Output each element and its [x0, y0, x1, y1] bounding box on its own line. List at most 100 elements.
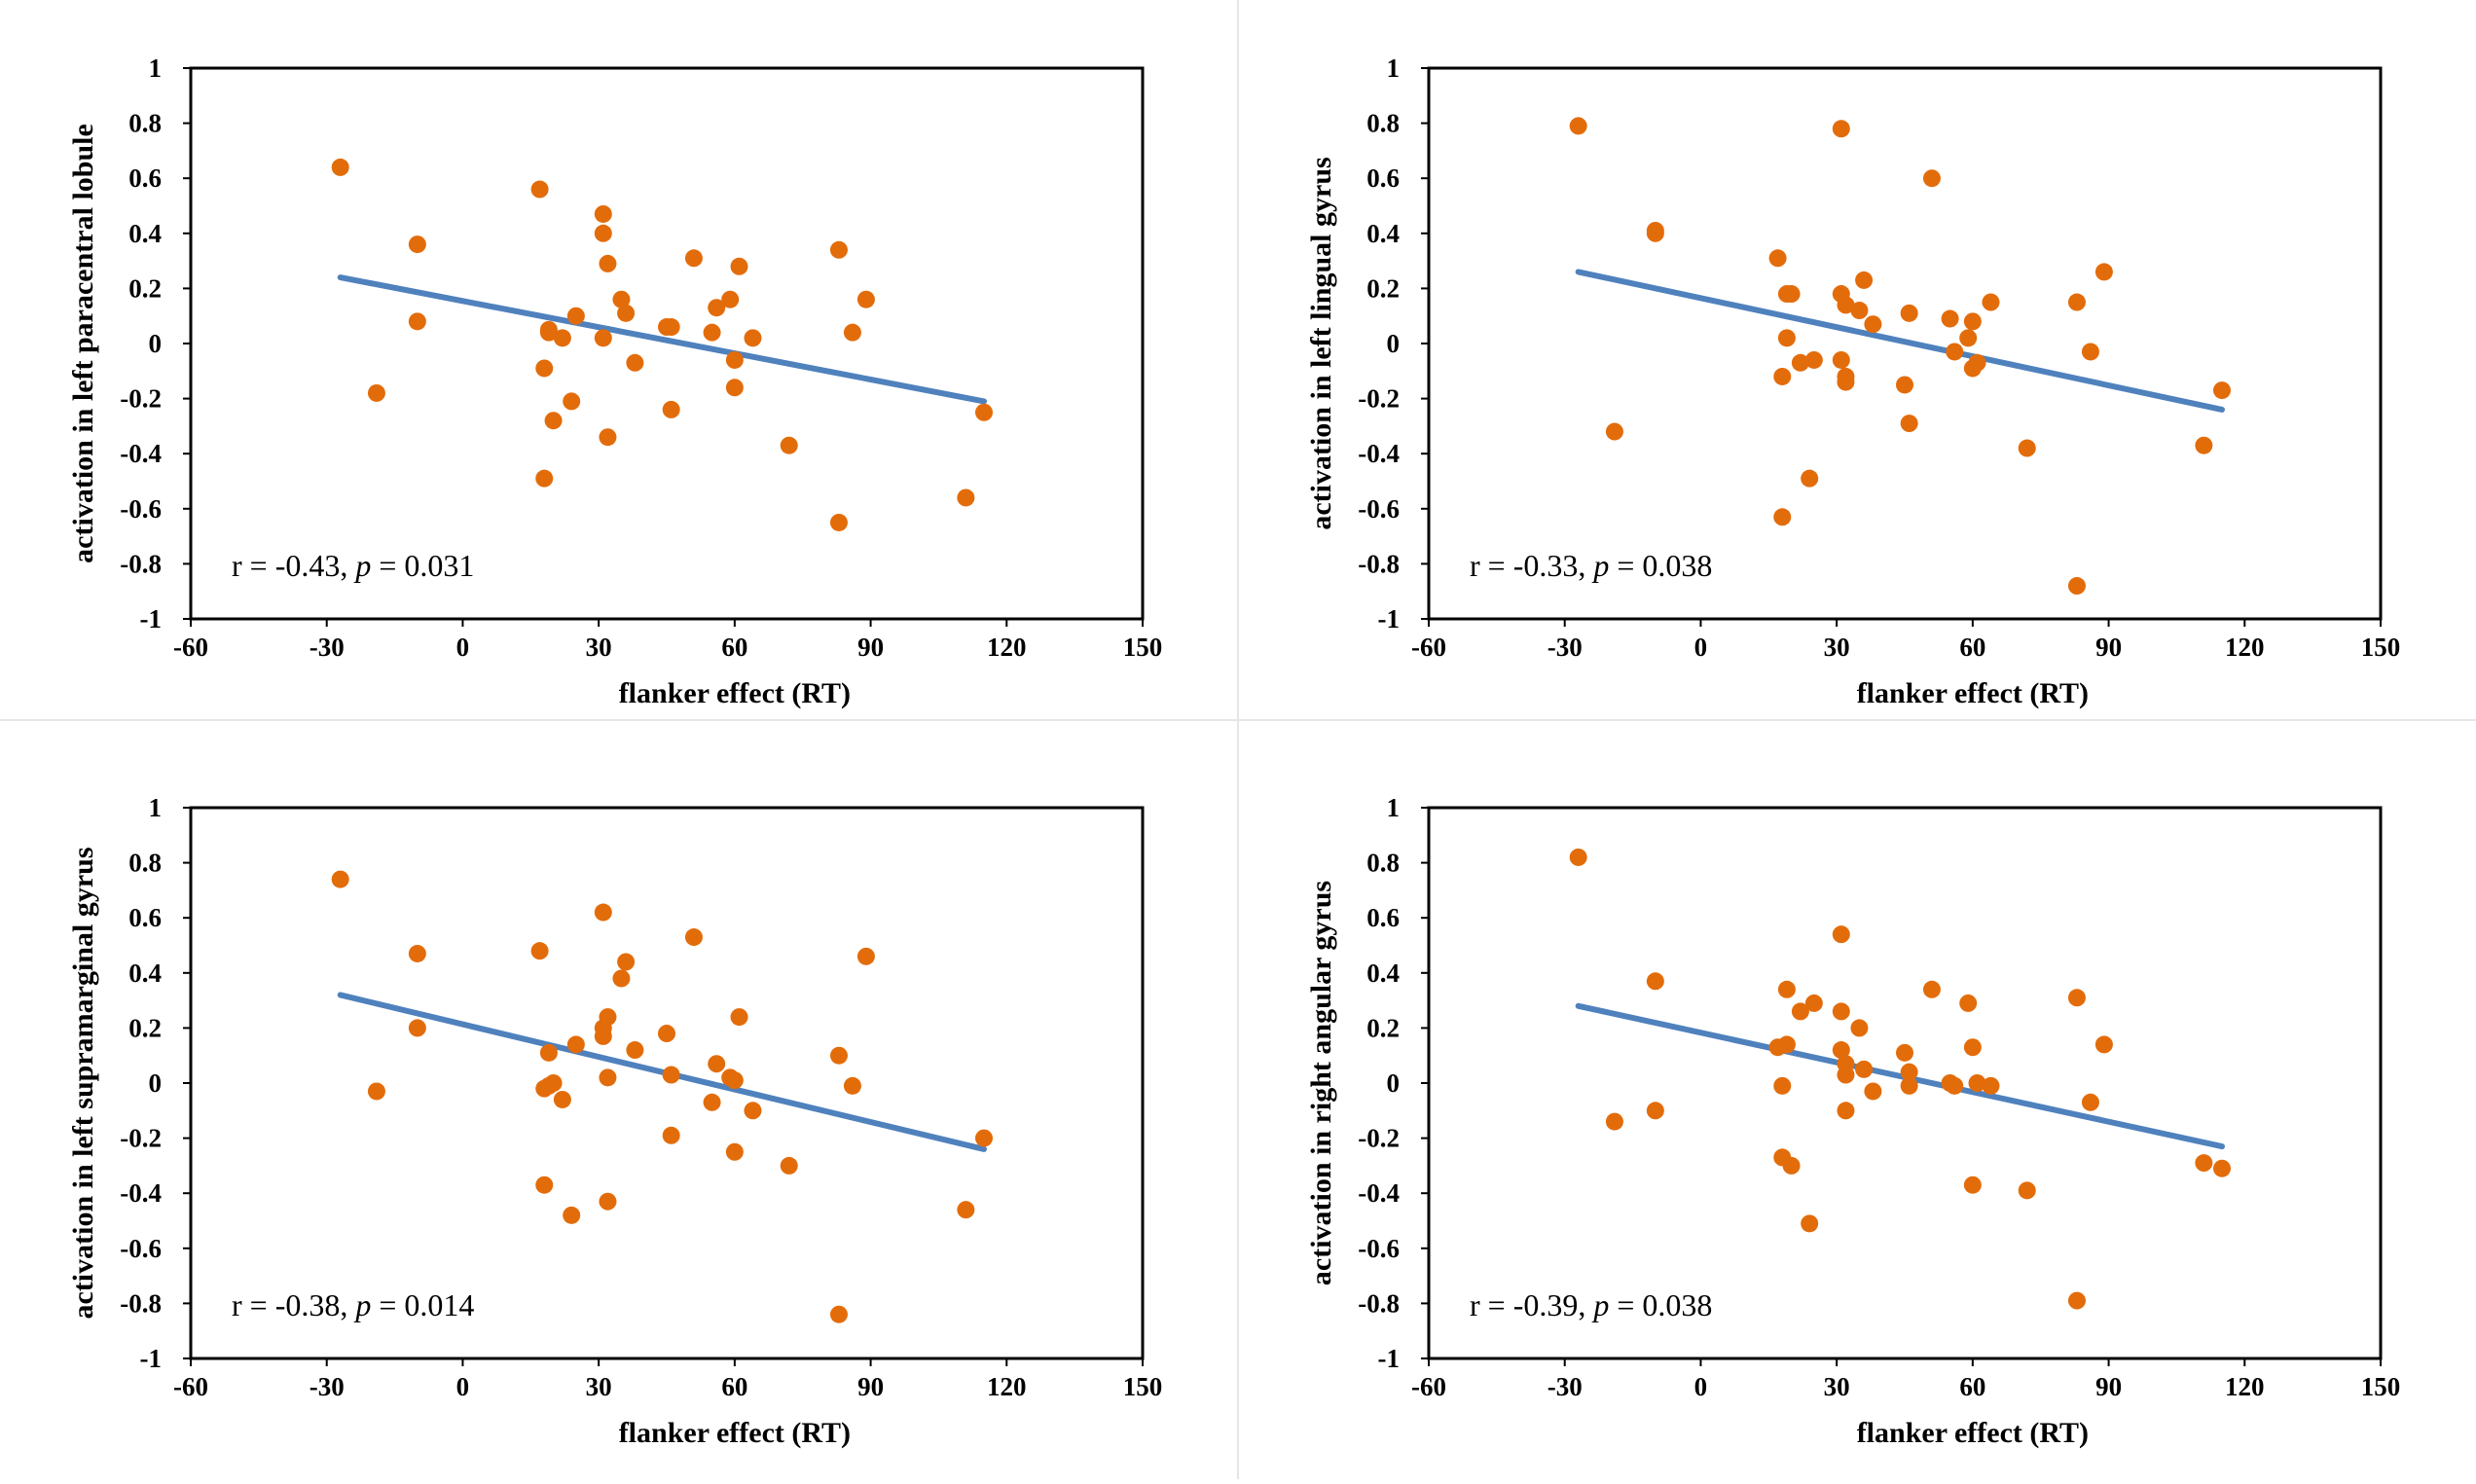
x-tick-label: 90 — [857, 1372, 884, 1401]
data-point — [1963, 1176, 1982, 1194]
data-point — [617, 953, 636, 971]
trend-line — [337, 274, 987, 405]
x-tick-label: 120 — [2225, 1372, 2265, 1401]
y-tick-label: 0.2 — [128, 1013, 162, 1042]
y-tick-label: 0.6 — [1366, 903, 1400, 932]
data-point — [843, 323, 861, 342]
annotation-p-symbol: p — [1591, 548, 1609, 583]
data-point — [1982, 1076, 2000, 1095]
y-tick-label: 0.2 — [128, 273, 162, 303]
data-point — [594, 903, 612, 922]
data-point — [1646, 221, 1664, 239]
correlation-annotation: r = -0.33, p = 0.038 — [1470, 548, 1712, 583]
x-tick-label: 0 — [456, 1372, 470, 1401]
y-tick-label: -1 — [1378, 1344, 1401, 1373]
data-point — [2067, 1291, 2086, 1310]
trend-line — [337, 992, 987, 1152]
correlation-annotation: r = -0.43, p = 0.031 — [232, 548, 474, 583]
data-point — [566, 1035, 585, 1054]
data-point — [1900, 304, 1918, 322]
y-tick-label: -0.8 — [120, 549, 162, 578]
data-point — [408, 235, 426, 254]
x-tick-label: 90 — [2095, 1372, 2122, 1401]
y-tick-label: 0 — [1387, 329, 1401, 358]
data-point — [1963, 1038, 1982, 1057]
data-point — [617, 304, 636, 322]
y-tick-label: -1 — [140, 604, 163, 633]
data-point — [626, 1041, 644, 1060]
data-point — [1850, 1019, 1869, 1037]
y-tick-label: -0.8 — [120, 1288, 162, 1318]
data-point — [684, 928, 703, 947]
data-point — [612, 969, 631, 988]
data-point — [703, 323, 721, 342]
x-tick-label: 60 — [1959, 633, 1985, 662]
data-point — [780, 1156, 798, 1175]
data-point — [780, 436, 798, 454]
data-point — [553, 329, 571, 347]
data-point — [1569, 117, 1587, 135]
y-tick-label: -0.4 — [120, 439, 162, 468]
data-point — [957, 1201, 975, 1219]
y-tick-label: 1 — [149, 793, 163, 822]
correlation-annotation: r = -0.39, p = 0.038 — [1470, 1287, 1712, 1322]
scatter-panel-2: -60 -30 0 30 60 90 120 150 1 0.8 0.6 0.4 0.2 0 -0.2 -0.… — [1305, 54, 2400, 709]
x-tick-label: 120 — [987, 633, 1027, 662]
y-tick-label: -0.2 — [120, 384, 162, 414]
data-point — [1959, 994, 1978, 1012]
x-tick-label: 150 — [1123, 1372, 1163, 1401]
y-tick-label: 0.4 — [1366, 959, 1400, 988]
x-tick-label: 150 — [1123, 633, 1163, 662]
x-tick-label: -30 — [310, 1372, 345, 1401]
y-axis-title: activation in right angular gyrus — [1305, 881, 1337, 1285]
data-point — [829, 1046, 848, 1065]
data-point — [563, 1206, 581, 1224]
data-point — [1773, 1076, 1792, 1095]
annotation-p-value: = 0.031 — [371, 548, 474, 583]
data-point — [2195, 436, 2213, 454]
y-tick-label: -0.6 — [1358, 1234, 1400, 1263]
x-tick-label: 120 — [987, 1372, 1027, 1401]
data-point — [1832, 350, 1850, 369]
data-point — [730, 257, 748, 275]
data-point — [1963, 312, 1982, 331]
data-point — [408, 312, 426, 331]
annotation-p-value: = 0.038 — [1609, 548, 1712, 583]
data-point — [2094, 263, 2113, 281]
y-tick-label: 0.6 — [128, 903, 162, 932]
data-point — [658, 1025, 675, 1043]
x-tick-label: 0 — [1694, 633, 1708, 662]
data-point — [1900, 415, 1918, 433]
data-point — [2018, 439, 2036, 457]
data-point — [730, 1008, 748, 1027]
data-point — [684, 249, 703, 268]
y-axis-title: activation in left paracentral lobule — [67, 124, 99, 563]
data-point — [1801, 1214, 1819, 1233]
data-point — [566, 307, 585, 325]
data-point — [1782, 1156, 1801, 1175]
data-point — [1946, 1076, 1964, 1095]
data-point — [1896, 1043, 1913, 1062]
x-tick-label: -30 — [1548, 1372, 1583, 1401]
data-point — [626, 353, 644, 372]
x-tick-label: 90 — [857, 633, 884, 662]
y-tick-label: 1 — [149, 54, 163, 83]
data-point — [367, 1082, 385, 1101]
x-tick-label: 30 — [586, 633, 612, 662]
scatter-panel-1: -60 -30 0 30 60 90 120 150 1 0.8 0.6 0.4 0.2 0 -0.2 -0.… — [67, 54, 1162, 709]
data-point — [594, 329, 612, 347]
data-point — [708, 1055, 726, 1073]
data-point — [975, 1129, 993, 1147]
x-tick-label: 150 — [2361, 1372, 2401, 1401]
x-tick-label: -60 — [1411, 1372, 1446, 1401]
x-tick-label: -60 — [1411, 633, 1446, 662]
data-point — [1804, 994, 1823, 1012]
y-tick-label: -0.6 — [120, 1234, 162, 1263]
y-tick-label: 0.4 — [128, 959, 162, 988]
data-point — [1605, 422, 1623, 441]
data-point — [856, 947, 875, 965]
data-point — [721, 290, 740, 308]
y-tick-label: -0.6 — [120, 494, 162, 524]
data-point — [408, 1019, 426, 1037]
